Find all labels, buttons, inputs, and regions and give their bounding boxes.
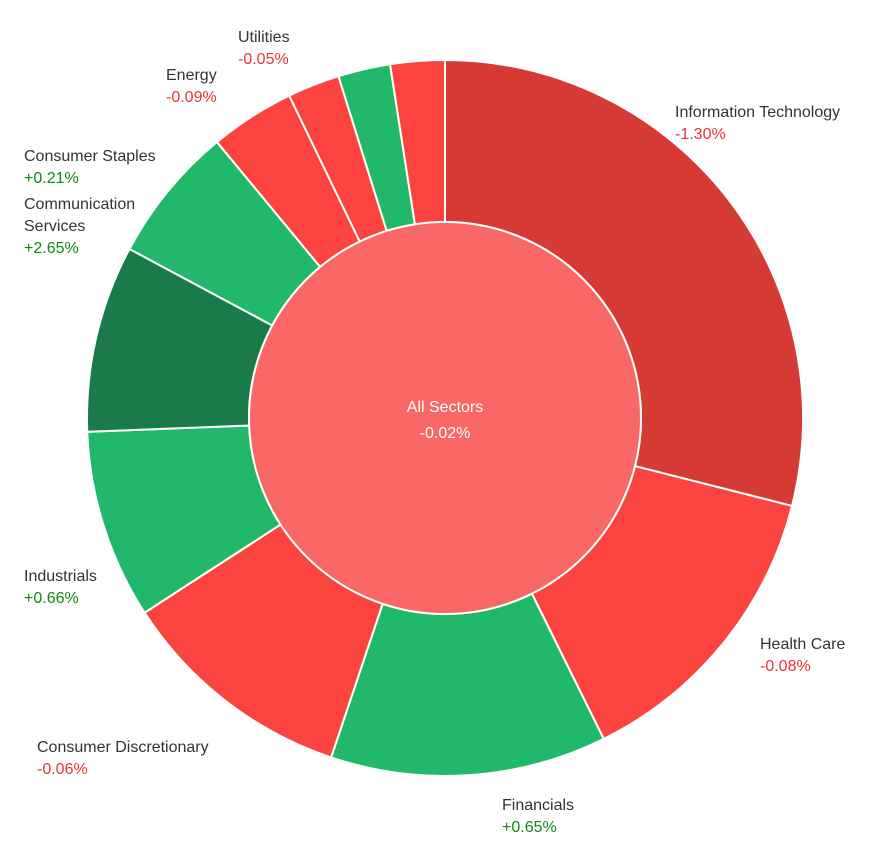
label-health-care: Health Care -0.08% — [760, 636, 845, 675]
label-change: +2.65% — [24, 240, 79, 257]
label-industrials: Industrials +0.66% — [24, 568, 97, 607]
label-change: -0.05% — [238, 51, 289, 68]
label-energy: Energy -0.09% — [166, 67, 217, 106]
label-change: -0.08% — [760, 658, 811, 675]
label-name: Communication — [24, 196, 135, 213]
center-all-sectors-circle[interactable] — [248, 221, 642, 615]
label-consumer-staples: Consumer Staples +0.21% — [24, 148, 156, 187]
label-name: Consumer Discretionary — [37, 739, 209, 756]
label-name: Utilities — [238, 29, 290, 46]
label-change: +0.65% — [502, 819, 557, 836]
label-name: Services — [24, 218, 85, 235]
label-change: +0.21% — [24, 170, 79, 187]
label-information-technology: Information Technology -1.30% — [675, 104, 840, 143]
label-change: -0.09% — [166, 89, 217, 106]
label-utilities: Utilities -0.05% — [238, 29, 290, 68]
label-name: Energy — [166, 67, 217, 84]
label-change: -1.30% — [675, 126, 726, 143]
label-name: Consumer Staples — [24, 148, 156, 165]
slice-labels: Information Technology -1.30% Health Care -… — [24, 29, 845, 836]
label-change: -0.06% — [37, 761, 88, 778]
label-name: Information Technology — [675, 104, 840, 121]
label-name: Health Care — [760, 636, 845, 653]
label-change: +0.66% — [24, 590, 79, 607]
label-communication-services: Communication Services +2.65% — [24, 196, 135, 257]
label-name: Industrials — [24, 568, 97, 585]
label-consumer-discretionary: Consumer Discretionary -0.06% — [37, 739, 209, 778]
label-name: Financials — [502, 797, 574, 814]
center-value: -0.02% — [420, 425, 471, 442]
donut-slices — [86, 58, 804, 777]
center-label: All Sectors — [407, 399, 483, 416]
label-financials: Financials +0.65% — [502, 797, 574, 836]
